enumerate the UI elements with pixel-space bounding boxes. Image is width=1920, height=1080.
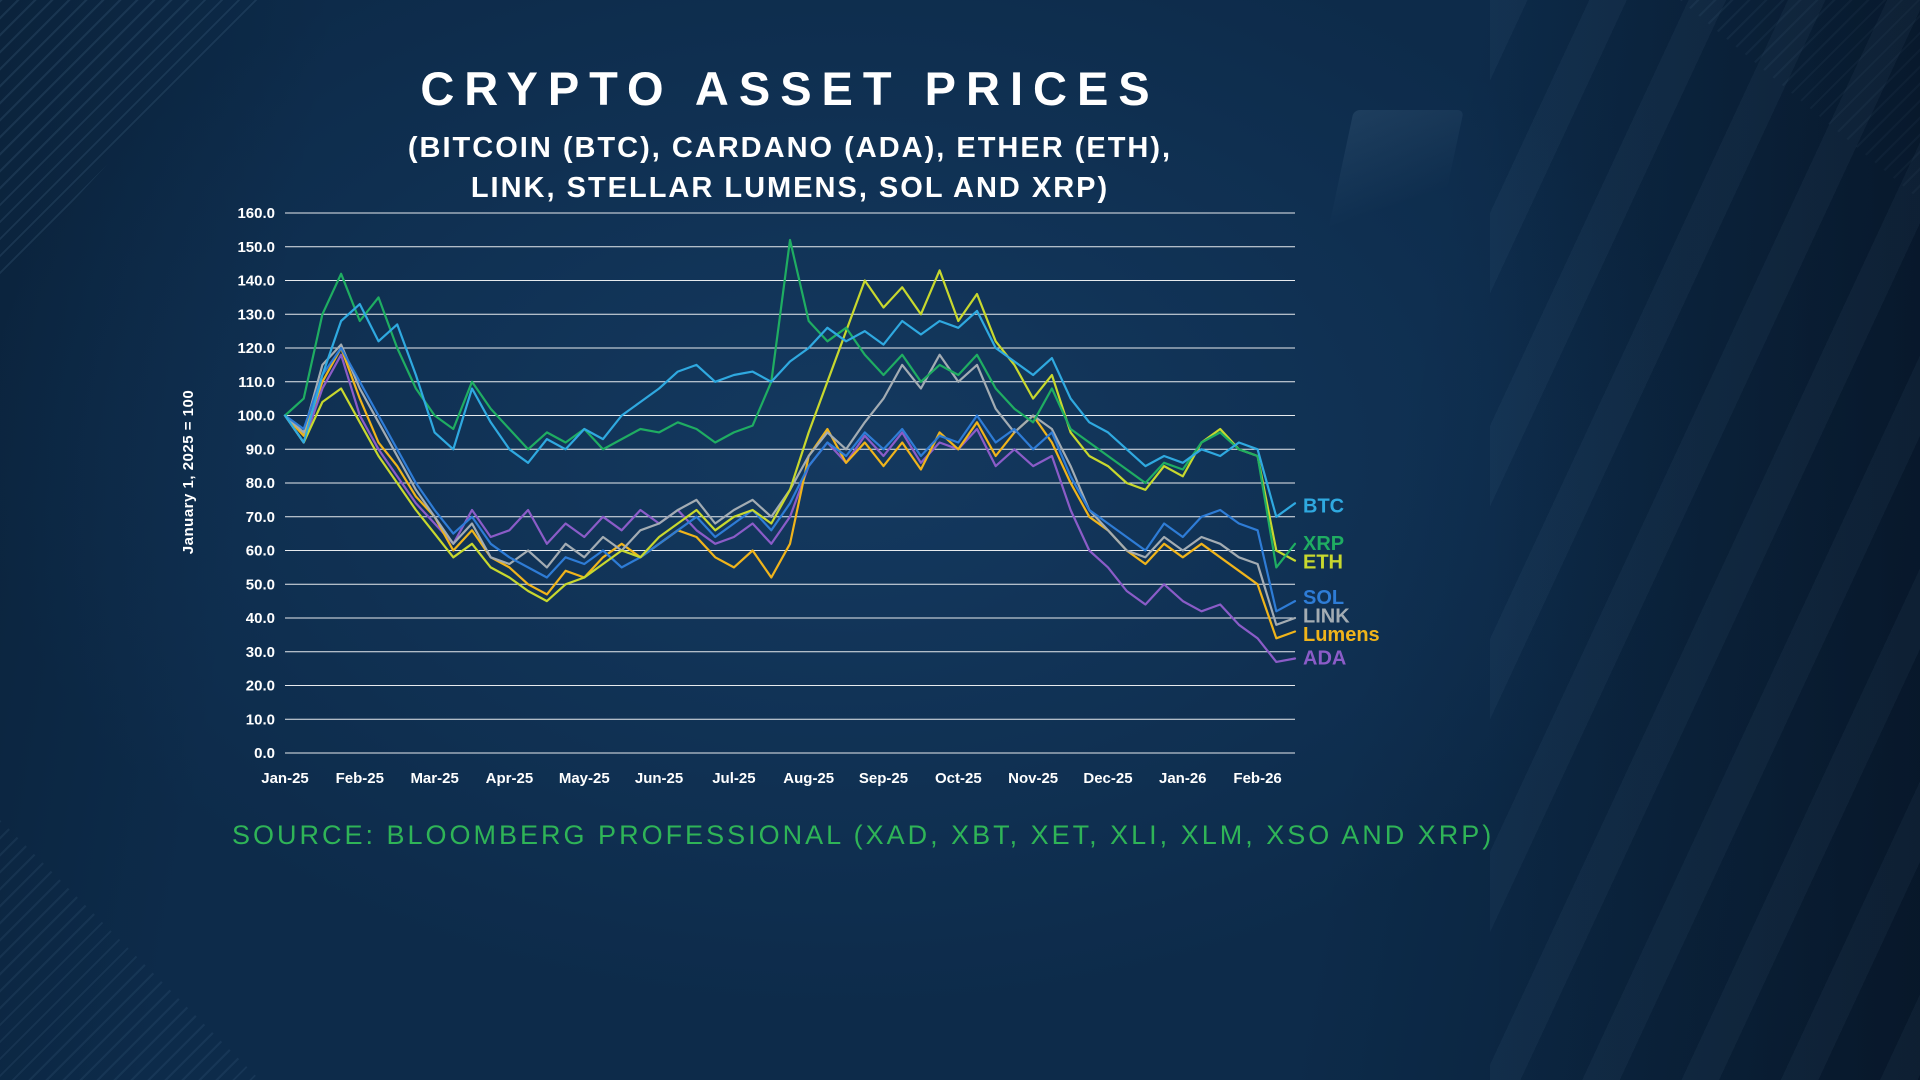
x-tick-label: May-25 [559,770,610,787]
page-subtitle-line2: LINK, STELLAR LUMENS, SOL AND XRP) [470,172,1110,204]
series-line-Lumens [283,346,1297,640]
source-note: SOURCE: BLOOMBERG PROFESSIONAL (XAD, XBT… [232,820,1495,850]
y-tick-label: 50.0 [246,576,275,593]
y-tick-label: 150.0 [237,239,275,256]
series-line-LINK [283,343,1297,626]
price-chart: 160.0 150.0 140.0 130.0 120.0 110.0 100.0 90.0 8… [205,198,1385,798]
series-end-label-XRP: XRP [1303,533,1344,555]
x-tick-label: Mar-25 [410,770,458,787]
background-texture-bottom-left [0,820,260,1080]
x-tick-label: Jan-25 [261,770,309,787]
x-tick-label: Apr-25 [486,770,534,787]
series-line-ADA [283,353,1297,663]
x-tick-label: Dec-25 [1083,770,1132,787]
series-end-label-BTC: BTC [1303,496,1344,518]
page-subtitle-line1: (BITCOIN (BTC), CARDANO (ADA), ETHER (ET… [407,132,1173,164]
y-tick-label: 110.0 [238,374,275,391]
y-tick-label: 60.0 [246,543,275,560]
y-tick-label: 160.0 [237,205,275,222]
x-tick-label: Feb-25 [336,770,384,787]
series-end-label-Lumens: Lumens [1303,624,1380,646]
series-line-BTC [283,302,1297,518]
chart-header: CRYPTO ASSET PRICES (BITCOIN (BTC), CARD… [0,60,1580,208]
series-end-label-ETH: ETH [1303,551,1343,573]
y-tick-label: 20.0 [246,678,275,695]
series-end-label-SOL: SOL [1303,587,1344,609]
background-texture-top-right [1680,0,1920,200]
y-tick-label: 100.0 [237,408,275,425]
y-tick-label: 120.0 [237,340,275,357]
chart-canvas: 160.0 150.0 140.0 130.0 120.0 110.0 100.0 90.0 8… [237,205,1380,787]
x-tick-label: Oct-25 [935,770,982,787]
x-tick-label: Sep-25 [859,770,908,787]
y-tick-label: 80.0 [246,475,275,492]
series-line-SOL [283,346,1297,613]
y-tick-label: 90.0 [246,441,275,458]
page-title: CRYPTO ASSET PRICES [420,62,1160,115]
x-tick-label: Jul-25 [712,770,755,787]
y-axis-title: January 1, 2025 = 100 [180,389,197,555]
series-line-XRP [283,238,1297,569]
series-end-label-ADA: ADA [1303,648,1346,670]
y-tick-label: 30.0 [246,644,275,661]
y-tick-label: 0.0 [254,745,275,762]
y-tick-label: 70.0 [246,509,275,526]
series-line-ETH [283,269,1297,603]
y-tick-label: 140.0 [237,273,275,290]
y-tick-label: 130.0 [237,306,275,323]
x-tick-label: Feb-26 [1233,770,1281,787]
y-tick-label: 10.0 [246,711,275,728]
series-end-label-LINK: LINK [1303,605,1350,627]
x-tick-label: Jun-25 [635,770,683,787]
x-tick-label: Nov-25 [1008,770,1058,787]
x-tick-label: Aug-25 [783,770,834,787]
y-tick-label: 40.0 [246,610,275,627]
x-tick-label: Jan-26 [1159,770,1207,787]
